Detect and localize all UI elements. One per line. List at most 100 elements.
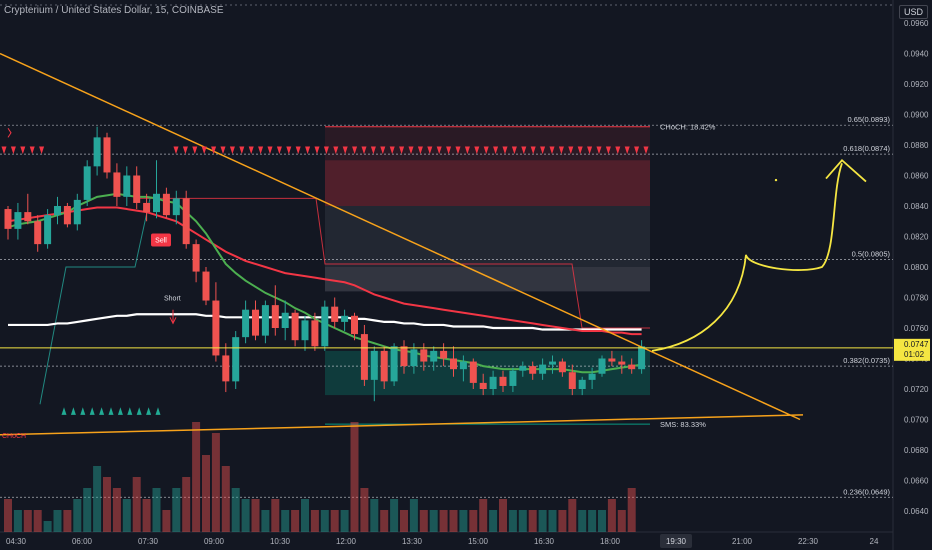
time-tick-label: 07:30	[138, 537, 159, 546]
volume-bar	[548, 510, 557, 532]
volume-bar	[33, 510, 42, 532]
bear-signal-marker	[474, 146, 480, 155]
volume-bar	[528, 510, 537, 532]
last-price-tag	[894, 338, 930, 361]
short-arrow-icon	[169, 309, 177, 325]
bear-signal-marker	[267, 146, 273, 155]
ema-slow-line	[7, 206, 642, 336]
candle-body	[598, 358, 606, 374]
candle-body	[153, 193, 160, 213]
volume-bar	[281, 510, 290, 532]
time-tick-label: 19:30	[666, 537, 687, 546]
candle-body	[628, 364, 636, 370]
volume-bar	[459, 510, 468, 532]
bear-signal-marker	[634, 146, 640, 155]
price-tick-label: 0.0780	[904, 294, 929, 303]
bear-signal-marker	[408, 146, 414, 155]
candle-body	[331, 306, 339, 322]
volume-bar	[607, 499, 616, 532]
bear-signal-marker	[427, 146, 433, 155]
volume-bar	[103, 477, 111, 532]
candle-body	[261, 305, 269, 336]
bear-signal-marker	[587, 146, 593, 155]
candle-body	[222, 355, 230, 382]
bear-signal-marker	[464, 146, 470, 155]
candle-body	[390, 346, 398, 382]
volume-bar	[271, 499, 280, 532]
volume-bar	[617, 510, 626, 532]
candle-body	[271, 305, 279, 328]
candle-body	[558, 361, 566, 373]
bear-signal-marker	[605, 146, 611, 155]
candle-body	[232, 337, 240, 382]
projection-path	[651, 162, 843, 352]
candle-body	[400, 346, 408, 367]
bear-signal-marker	[624, 146, 630, 155]
premium-zone	[325, 206, 650, 267]
price-tick-label: 0.0880	[904, 141, 929, 150]
time-tick-label: 18:00	[600, 537, 621, 546]
bear-signal-marker	[342, 146, 348, 155]
choch-annotation: CHoCH: 18.42%	[660, 123, 716, 132]
bear-signal-marker	[333, 146, 339, 155]
bear-signal-marker	[596, 146, 602, 155]
volume-bar	[73, 499, 82, 532]
bear-signal-marker	[549, 146, 555, 155]
fib-level-label: 0.382(0.0735)	[843, 356, 890, 365]
volume-bar	[390, 499, 399, 532]
volume-bar	[23, 510, 32, 532]
bear-signal-marker	[258, 146, 264, 155]
bear-signal-marker	[389, 146, 395, 155]
time-tick-label: 09:00	[204, 537, 225, 546]
price-tick-label: 0.0900	[904, 111, 929, 120]
range-low-line	[39, 198, 151, 405]
volume-bar	[291, 510, 300, 532]
bull-signal-marker	[61, 407, 67, 415]
volume-bar	[370, 499, 379, 532]
candle-body	[281, 312, 289, 328]
bear-signal-marker	[211, 146, 217, 155]
volume-bar	[43, 521, 52, 532]
volume-bar	[211, 433, 220, 532]
volume-bar	[538, 510, 547, 532]
bear-signal-marker	[352, 146, 358, 155]
volume-bar	[400, 510, 408, 532]
volume-bar	[598, 510, 606, 532]
volume-bar	[479, 499, 488, 532]
currency-label[interactable]: USD	[898, 5, 928, 19]
price-tick-label: 0.0840	[904, 202, 929, 211]
bear-signal-marker	[380, 146, 386, 155]
candle-body	[638, 346, 646, 370]
bull-signal-marker	[117, 407, 123, 415]
demand-zone	[325, 350, 650, 396]
sms-annotation: SMS: 83.33%	[660, 420, 706, 429]
volume-bar	[261, 510, 270, 532]
volume-bar	[162, 510, 171, 532]
candle-body	[34, 221, 42, 245]
candle-body	[202, 271, 210, 301]
time-tick-label: 24	[870, 537, 879, 546]
time-tick-label: 04:30	[6, 537, 27, 546]
volume-bar	[301, 499, 309, 532]
candle-body	[172, 198, 180, 216]
candle-body	[212, 300, 220, 356]
supply-zone-upper	[325, 126, 650, 161]
bear-signal-marker	[502, 146, 508, 155]
candle-body	[311, 320, 319, 347]
bear-signal-marker	[493, 146, 499, 155]
bear-signal-marker	[173, 146, 179, 155]
candle-body	[93, 137, 101, 167]
time-highlight-bg	[660, 534, 692, 548]
projection-arrowhead-icon	[825, 158, 867, 183]
price-tick-label: 0.0640	[904, 507, 929, 516]
volume-bar	[63, 510, 72, 532]
candle-body	[162, 193, 170, 216]
candle-body	[123, 175, 131, 197]
bear-signal-marker	[10, 146, 16, 155]
volume-bar	[627, 488, 636, 532]
bear-signal-marker	[446, 146, 452, 155]
candle-body	[291, 312, 299, 341]
supply-zone	[325, 160, 650, 206]
symbol-title[interactable]: Crypterium / United States Dollar, 15, C…	[4, 5, 224, 16]
price-tick-label: 0.0700	[904, 416, 929, 425]
